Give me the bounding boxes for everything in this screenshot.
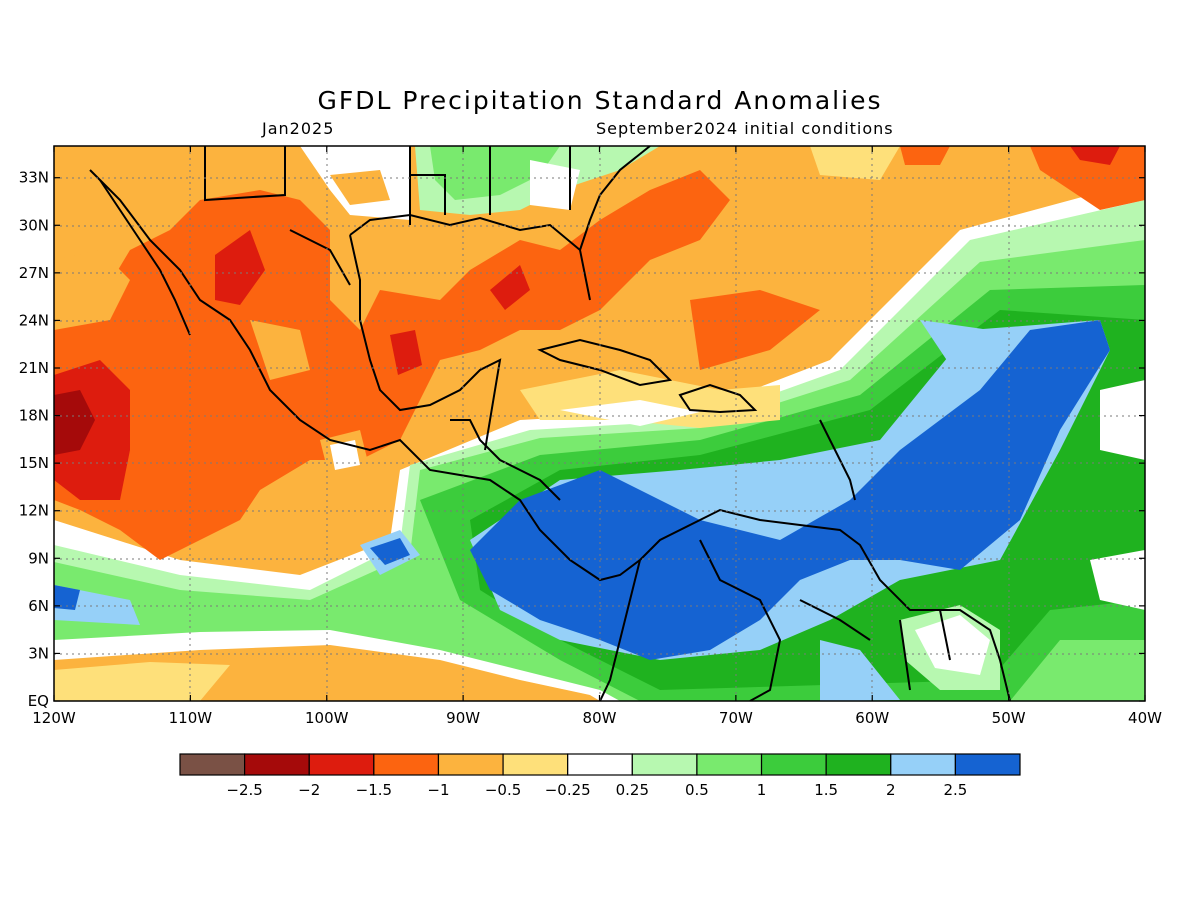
colorbar-swatch	[890, 753, 956, 776]
colorbar-swatch	[244, 753, 310, 776]
colorbar-label: −2.5	[226, 781, 262, 799]
latitude-label: 33N	[19, 169, 49, 187]
latitude-label: 3N	[28, 644, 49, 662]
coastline-south-america	[599, 508, 1011, 701]
colorbar-swatch	[308, 753, 375, 776]
colorbar-label: 0.5	[685, 781, 709, 799]
longitude-label: 60W	[855, 709, 889, 727]
latitude-label: 9N	[28, 549, 49, 567]
longitude-label: 90W	[446, 709, 480, 727]
anomaly-region	[370, 538, 410, 565]
colorbar-swatch	[954, 753, 1021, 776]
colorbar-label: 2.5	[943, 781, 967, 799]
gridlines	[54, 146, 1145, 701]
colorbar-swatch	[502, 753, 569, 776]
anomaly-region	[470, 320, 1110, 660]
coastline-antilles	[819, 419, 856, 501]
anomaly-region	[390, 330, 422, 375]
colorbar-label: −2	[298, 781, 320, 799]
longitude-label: 80W	[583, 709, 617, 727]
colorbar-swatch	[179, 753, 246, 776]
colorbar-swatch	[696, 753, 763, 776]
longitude-label: 70W	[719, 709, 753, 727]
colorbar-swatch	[825, 753, 892, 776]
initial-conditions: September2024 initial conditions	[596, 119, 894, 138]
anomaly-region	[54, 390, 95, 455]
anomaly-region	[810, 146, 900, 180]
latitude-label: 21N	[19, 359, 49, 377]
anomaly-region	[54, 585, 80, 610]
coastline-mexico-pacific	[89, 169, 641, 582]
colorbar-label: −0.5	[485, 781, 521, 799]
anomaly-region	[1090, 550, 1145, 610]
colorbar-labels: −2.5 −2 −1.5 −1 −0.5 −0.25 0.25 0.5 1 1.5 2 2.5	[226, 781, 967, 799]
anomaly-region	[560, 400, 700, 426]
latitude-labels: 33N 30N 27N 24N 21N 18N 15N 12N 9N 6N 3N EQ	[19, 169, 49, 710]
anomaly-region	[1100, 380, 1145, 460]
longitude-label: 40W	[1128, 709, 1162, 727]
border-states	[409, 146, 571, 225]
colorbar-swatch	[437, 753, 504, 776]
latitude-label: 6N	[28, 597, 49, 615]
latitude-label: 12N	[19, 502, 49, 520]
anomaly-region	[1070, 146, 1120, 165]
anomaly-region	[820, 640, 900, 701]
colorbar-label: −0.25	[545, 781, 591, 799]
colorbar-swatch	[373, 753, 440, 776]
colorbar-swatch	[567, 753, 633, 776]
coastline-hispaniola	[678, 383, 758, 414]
coastline-gulf	[349, 213, 591, 451]
anomaly-region	[330, 170, 390, 205]
longitude-label: 100W	[305, 709, 349, 727]
anomaly-region	[54, 662, 230, 701]
coastline-baja	[99, 179, 191, 336]
border-central-america	[450, 419, 561, 501]
forecast-month: Jan2025	[262, 119, 335, 138]
longitude-labels: 120W 110W 100W 90W 80W 70W 60W 50W 40W	[32, 709, 1162, 727]
anomaly-region	[915, 615, 990, 675]
longitude-label: 110W	[169, 709, 213, 727]
colorbar-label: 0.25	[616, 781, 649, 799]
anomaly-region	[250, 320, 310, 380]
latitude-label: 24N	[19, 311, 49, 329]
latitude-label: EQ	[28, 692, 49, 710]
axis-ticks	[53, 146, 1146, 702]
latitude-label: 27N	[19, 264, 49, 282]
longitude-label: 50W	[992, 709, 1026, 727]
anomaly-region	[900, 146, 950, 165]
colorbar-label: 1.5	[814, 781, 838, 799]
anomaly-region	[54, 250, 130, 330]
anomaly-region	[490, 265, 530, 310]
colorbar-label: −1.5	[356, 781, 392, 799]
colorbar-swatch	[760, 753, 827, 776]
colorbar-swatch	[631, 753, 698, 776]
colorbar-label: 2	[886, 781, 896, 799]
anomaly-region	[530, 160, 580, 210]
latitude-label: 30N	[19, 216, 49, 234]
latitude-label: 18N	[19, 407, 49, 425]
border-south-america	[699, 539, 951, 701]
anomaly-region	[920, 320, 990, 365]
map-title: GFDL Precipitation Standard Anomalies	[317, 86, 883, 115]
latitude-label: 15N	[19, 454, 49, 472]
anomaly-region	[215, 230, 265, 305]
longitude-label: 120W	[32, 709, 76, 727]
colorbar-label: −1	[427, 781, 449, 799]
coastline-cuba	[537, 338, 673, 387]
colorbar	[179, 753, 1021, 776]
anomaly-region	[690, 290, 820, 370]
colorbar-label: 1	[757, 781, 767, 799]
